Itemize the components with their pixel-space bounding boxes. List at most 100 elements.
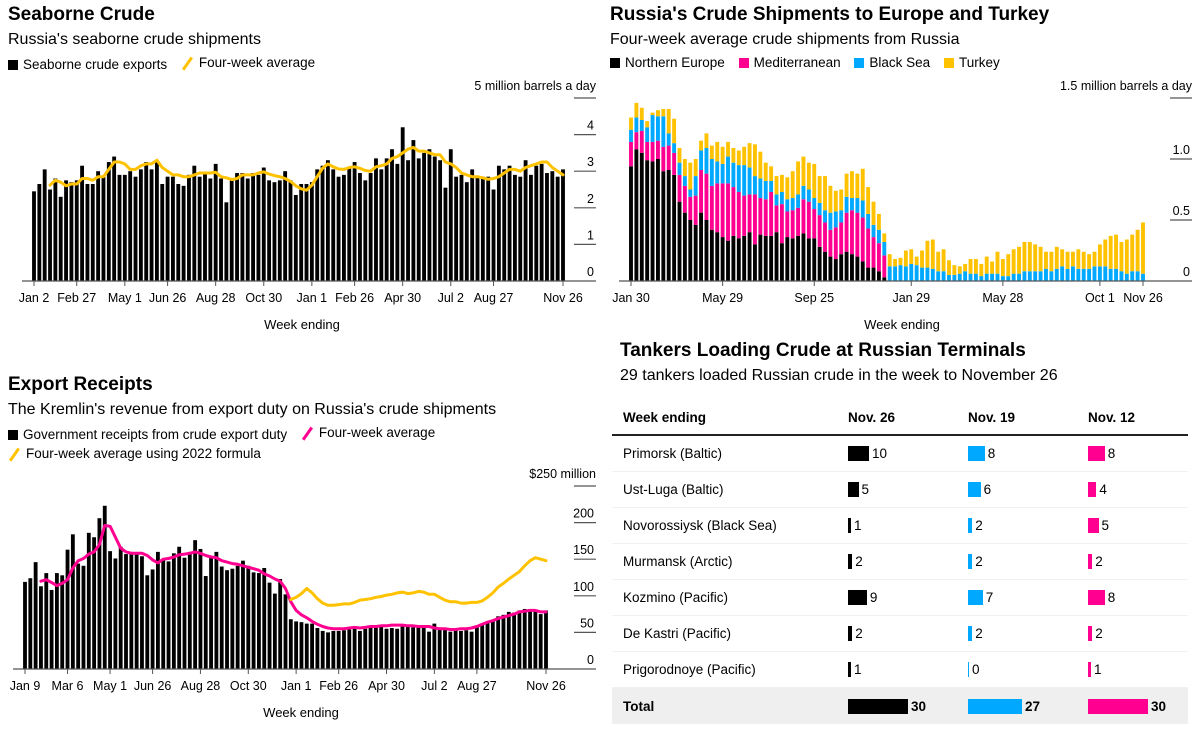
bar — [294, 621, 299, 669]
bar-turkey — [726, 141, 730, 157]
bar — [74, 180, 79, 281]
bar — [421, 625, 426, 669]
value-cell: 6 — [968, 482, 1088, 497]
value-cell: 30 — [848, 698, 968, 714]
row-label: Total — [623, 698, 655, 714]
bar-turkey — [1027, 241, 1032, 272]
value-bar — [848, 446, 869, 461]
bar-northern-europe — [634, 149, 639, 281]
bar-black-sea — [747, 167, 752, 195]
bar-mediterranean — [844, 212, 849, 252]
bar-turkey — [1054, 246, 1059, 269]
value-bar — [848, 554, 853, 569]
bar-northern-europe — [682, 212, 687, 281]
bar-northern-europe — [677, 201, 682, 281]
bar — [427, 631, 431, 669]
table-row: De Kastri (Pacific) 2 2 2 — [612, 616, 1188, 652]
bar-black-sea — [850, 198, 854, 211]
bar-mediterranean — [742, 195, 747, 236]
bar-northern-europe — [736, 238, 741, 281]
bar-turkey — [709, 145, 714, 159]
y-tick-label: 4 — [587, 119, 594, 133]
bar — [336, 630, 341, 669]
bar — [101, 176, 106, 281]
bar-black-sea — [709, 159, 714, 186]
bar — [411, 140, 416, 281]
bar-turkey — [758, 151, 763, 179]
bar-mediterranean — [629, 141, 633, 167]
y-tick-label: 0 — [587, 265, 594, 279]
bar-northern-europe — [753, 244, 757, 281]
bar — [203, 576, 208, 669]
bar — [235, 565, 240, 669]
bar — [32, 191, 36, 281]
bar — [277, 180, 282, 281]
bar-turkey — [1000, 259, 1005, 277]
seaborne-subtitle: Russia's seaborne crude shipments — [8, 31, 261, 48]
bar-turkey — [769, 166, 774, 181]
bar — [106, 162, 111, 281]
bar — [309, 182, 314, 281]
bar — [437, 628, 442, 669]
bar-black-sea — [866, 213, 871, 229]
bar-black-sea — [763, 180, 768, 200]
bar-black-sea — [833, 211, 838, 228]
europe-legend: Northern Europe Mediterranean Black Sea … — [610, 54, 1200, 73]
bar — [80, 165, 85, 281]
bar-black-sea — [677, 162, 682, 175]
bar — [117, 174, 122, 281]
bar-mediterranean — [779, 204, 784, 244]
bar — [518, 176, 523, 281]
bar-northern-europe — [709, 229, 714, 281]
bar-northern-europe — [758, 234, 763, 281]
x-tick-label: Aug 27 — [457, 679, 497, 693]
bar-mediterranean — [812, 209, 817, 239]
bar-mediterranean — [677, 174, 682, 202]
bar-black-sea — [968, 273, 973, 281]
bar — [288, 619, 293, 669]
bar — [389, 628, 394, 669]
value-label: 2 — [855, 626, 863, 641]
value-label: 2 — [1095, 626, 1103, 641]
bar — [358, 173, 362, 281]
bar-northern-europe — [645, 160, 650, 281]
bar — [267, 180, 272, 281]
bar-turkey — [963, 263, 968, 272]
bar — [528, 608, 532, 669]
value-label: 8 — [1107, 590, 1116, 605]
europe-panel: Russia's Crude Shipments to Europe and T… — [610, 4, 1200, 73]
bar-black-sea — [1141, 273, 1145, 281]
bar-northern-europe — [693, 224, 698, 281]
bar-black-sea — [1033, 271, 1038, 281]
bar — [304, 623, 309, 669]
value-bar — [1088, 554, 1093, 569]
bar-turkey — [1076, 249, 1081, 269]
bar-northern-europe — [779, 243, 784, 281]
bar-black-sea — [720, 163, 725, 184]
bar — [208, 178, 213, 281]
bar-turkey — [666, 108, 671, 134]
bar-turkey — [736, 150, 741, 166]
bar — [58, 196, 63, 281]
bar-black-sea — [903, 266, 908, 281]
bar-turkey — [920, 250, 924, 268]
bar-black-sea — [1114, 268, 1118, 281]
value-bar — [968, 590, 983, 605]
bar — [272, 182, 277, 281]
bar-black-sea — [914, 265, 919, 281]
bar-black-sea — [1044, 268, 1048, 281]
bar-mediterranean — [882, 255, 887, 278]
bar — [470, 169, 475, 281]
bar-turkey — [925, 240, 930, 268]
value-cell: 8 — [1088, 590, 1188, 605]
bar-turkey — [930, 239, 935, 269]
bar-northern-europe — [661, 171, 666, 281]
legend-item-average: Four-week average — [181, 54, 315, 72]
bar — [400, 127, 405, 281]
bar — [432, 623, 437, 669]
bar — [128, 171, 133, 281]
bar — [331, 630, 336, 669]
bar — [197, 176, 202, 281]
bar-turkey — [828, 185, 833, 213]
value-cell: 2 — [1088, 626, 1188, 641]
